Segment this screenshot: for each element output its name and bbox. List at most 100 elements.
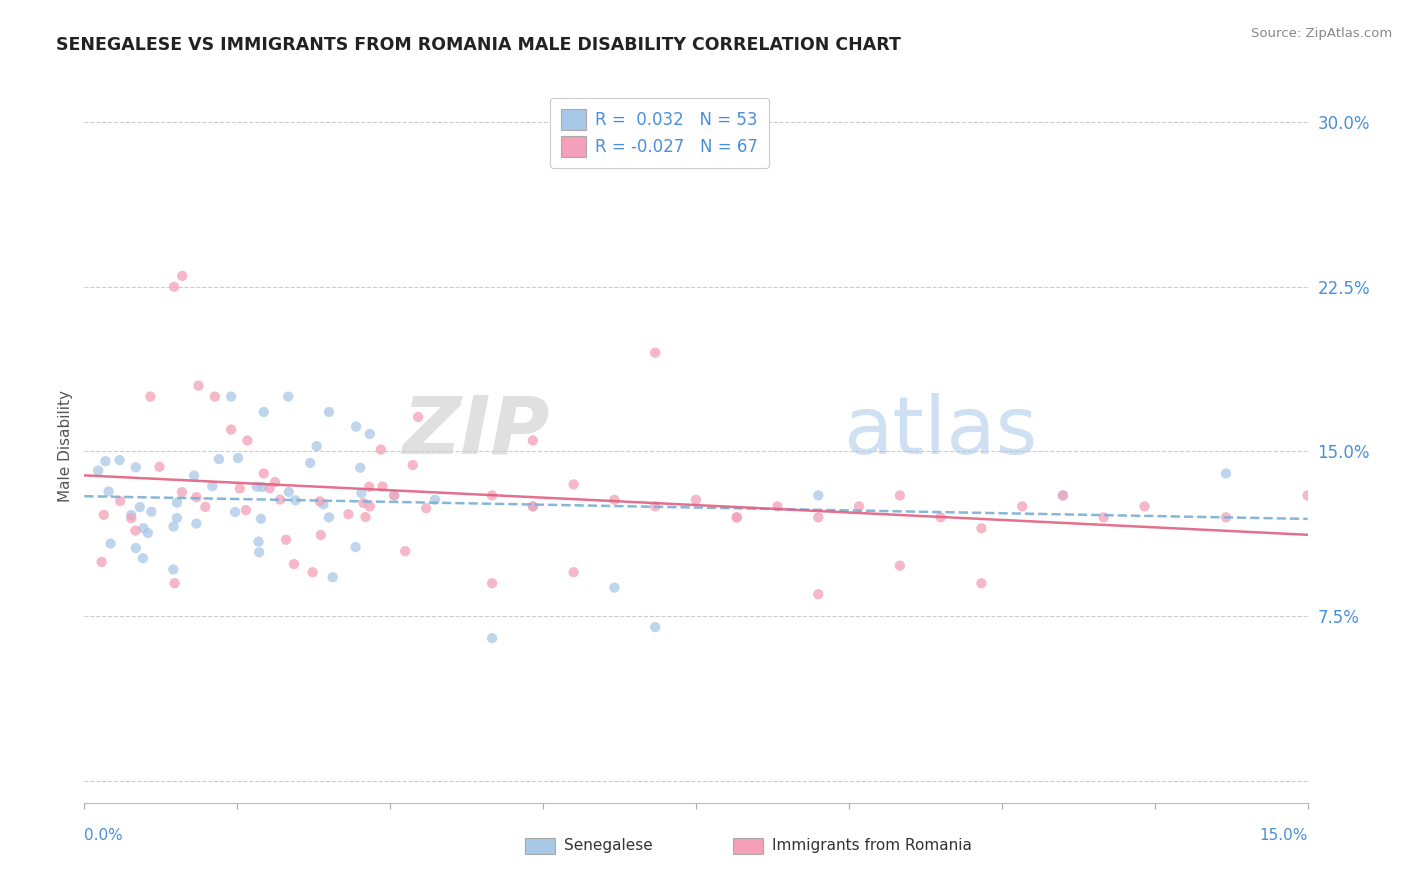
Point xyxy=(208,452,231,467)
Point xyxy=(308,494,330,508)
Point xyxy=(136,525,159,540)
Point xyxy=(522,500,544,514)
Point xyxy=(406,409,429,424)
Point xyxy=(201,479,224,493)
Point xyxy=(322,570,344,584)
Point xyxy=(259,481,281,495)
Point xyxy=(1052,488,1074,502)
Point xyxy=(204,390,226,404)
Point xyxy=(562,477,585,491)
Point xyxy=(125,541,148,555)
Point xyxy=(359,480,381,494)
Point xyxy=(562,566,585,580)
Point xyxy=(100,536,122,550)
Legend: R =  0.032   N = 53, R = -0.027   N = 67: R = 0.032 N = 53, R = -0.027 N = 67 xyxy=(550,97,769,169)
Point xyxy=(1215,467,1237,481)
Point xyxy=(970,521,993,535)
Point xyxy=(889,558,911,573)
Point xyxy=(163,280,186,294)
Point xyxy=(725,510,748,524)
Point xyxy=(394,544,416,558)
Point xyxy=(299,456,322,470)
Point xyxy=(350,486,373,500)
Point xyxy=(359,426,381,441)
Point xyxy=(183,468,205,483)
Point xyxy=(120,511,142,525)
Point xyxy=(807,488,830,502)
Point xyxy=(889,488,911,502)
Point xyxy=(415,501,437,516)
Point xyxy=(309,528,332,542)
Point xyxy=(247,545,270,559)
Point xyxy=(371,479,394,493)
Point xyxy=(402,458,425,472)
Point xyxy=(166,495,188,509)
Point xyxy=(766,500,789,514)
Point xyxy=(354,510,377,524)
Point xyxy=(644,345,666,359)
Point xyxy=(87,464,110,478)
Point xyxy=(148,459,170,474)
Point xyxy=(139,390,162,404)
Point xyxy=(250,512,273,526)
Point xyxy=(284,493,307,508)
Point xyxy=(1092,510,1115,524)
Point xyxy=(603,581,626,595)
Point xyxy=(283,557,305,571)
Point xyxy=(644,500,666,514)
Point xyxy=(318,510,340,524)
Point xyxy=(166,511,188,525)
Point xyxy=(807,587,830,601)
Point xyxy=(1215,510,1237,524)
Point xyxy=(236,434,259,448)
Point xyxy=(349,460,371,475)
Point xyxy=(125,460,148,475)
Point xyxy=(229,482,252,496)
Point xyxy=(382,488,405,502)
Point xyxy=(186,490,208,504)
Point xyxy=(128,500,150,515)
Point xyxy=(269,492,291,507)
Point xyxy=(90,555,112,569)
Point xyxy=(522,434,544,448)
Point xyxy=(274,533,297,547)
Point xyxy=(1133,500,1156,514)
Point xyxy=(170,485,193,500)
Text: 15.0%: 15.0% xyxy=(1260,828,1308,843)
Point xyxy=(370,442,392,457)
Point xyxy=(423,492,446,507)
Point xyxy=(725,510,748,524)
Point xyxy=(1296,488,1319,502)
Point xyxy=(219,390,242,404)
Point xyxy=(807,510,830,524)
Point xyxy=(226,450,249,465)
Point xyxy=(108,453,131,467)
Y-axis label: Male Disability: Male Disability xyxy=(58,390,73,502)
Point xyxy=(93,508,115,522)
Text: atlas: atlas xyxy=(842,392,1038,471)
Text: Immigrants from Romania: Immigrants from Romania xyxy=(772,838,972,853)
Point xyxy=(277,390,299,404)
Point xyxy=(344,419,367,434)
Point xyxy=(124,524,146,538)
Point xyxy=(301,566,323,580)
Point xyxy=(187,378,209,392)
Point xyxy=(603,492,626,507)
Point xyxy=(318,405,340,419)
Point xyxy=(250,480,273,494)
Point xyxy=(162,519,184,533)
Point xyxy=(219,423,242,437)
Point xyxy=(337,507,360,521)
Point xyxy=(481,631,503,645)
Point xyxy=(253,467,276,481)
Point xyxy=(141,505,163,519)
Point xyxy=(1011,500,1033,514)
Text: 0.0%: 0.0% xyxy=(84,828,124,843)
Text: Senegalese: Senegalese xyxy=(564,838,652,853)
Point xyxy=(108,494,131,508)
Point xyxy=(162,562,184,576)
Text: SENEGALESE VS IMMIGRANTS FROM ROMANIA MALE DISABILITY CORRELATION CHART: SENEGALESE VS IMMIGRANTS FROM ROMANIA MA… xyxy=(56,36,901,54)
Point xyxy=(163,576,186,591)
Point xyxy=(644,620,666,634)
Point xyxy=(97,484,120,499)
